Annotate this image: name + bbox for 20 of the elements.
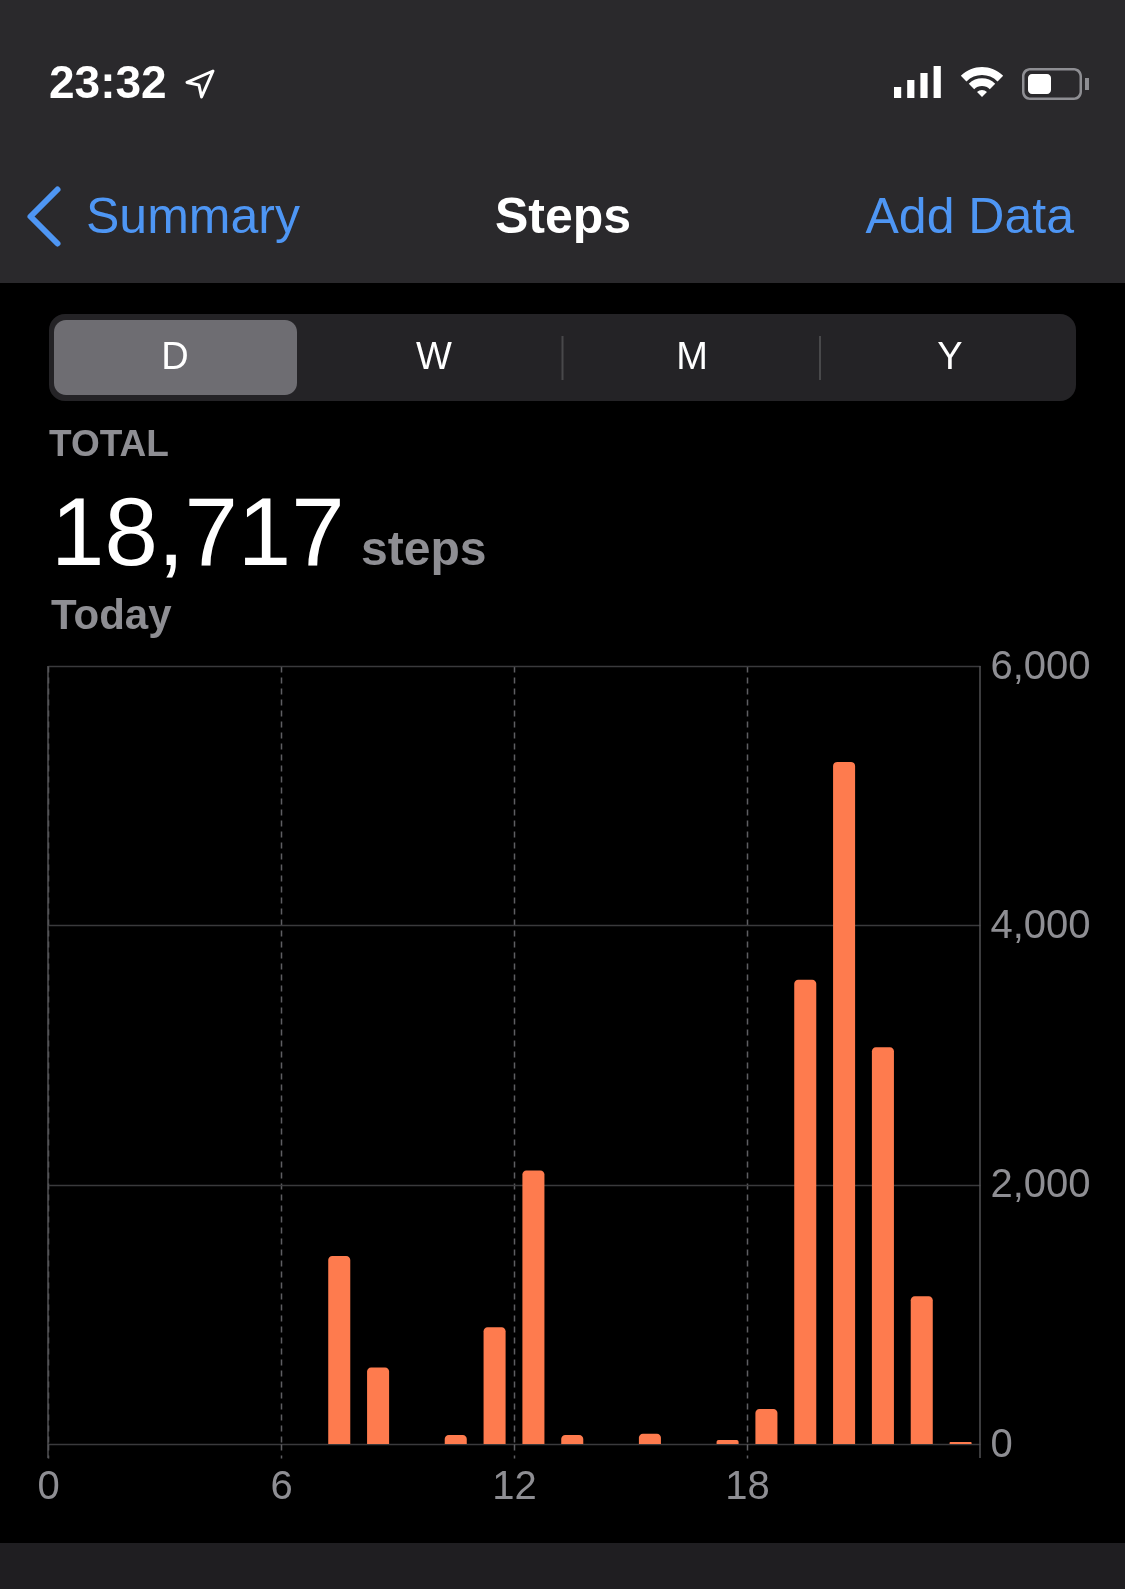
y-tick-label: 2,000 [990,1161,1091,1206]
y-tick-label: 0 [990,1420,1013,1465]
chart-title: Steps [494,188,632,244]
text: 18,717 [51,478,345,585]
text: TOTAL [49,422,169,464]
text: D [161,335,189,377]
text: Add Data [865,188,1075,244]
y-tick-label: 4,000 [990,901,1091,946]
x-tick-label: 0 [37,1462,60,1507]
text: M [676,335,708,377]
text: Today [51,590,173,638]
text: Y [937,335,963,377]
y-tick-label: 6,000 [990,642,1091,687]
text: steps [361,522,487,575]
text: Summary [86,188,300,244]
x-tick-label: 6 [270,1462,293,1507]
text: 23:32 [49,56,167,108]
x-tick-label: 18 [725,1462,770,1507]
x-tick-label: 12 [492,1462,537,1507]
text: W [416,335,453,377]
